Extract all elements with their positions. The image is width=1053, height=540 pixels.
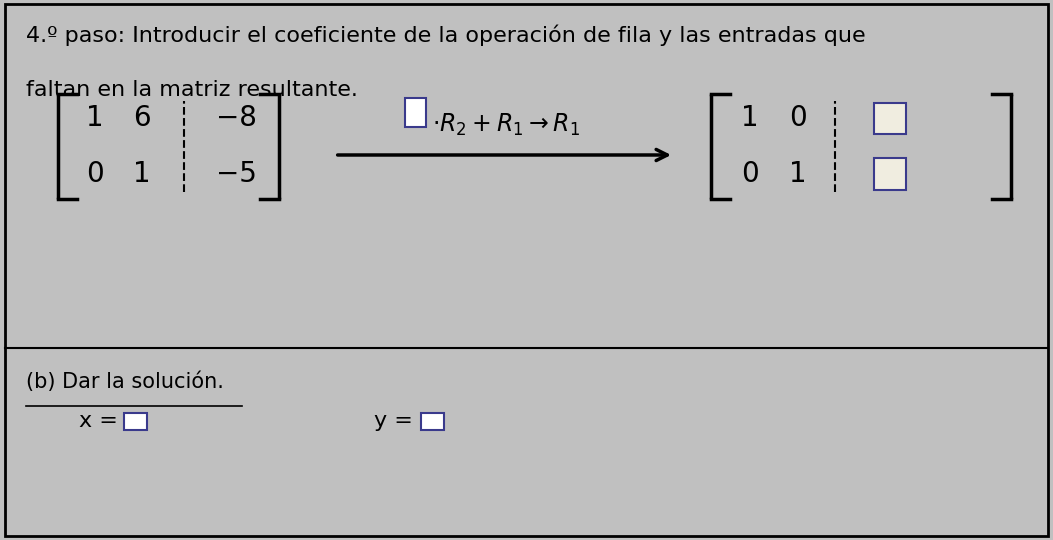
Text: 0: 0 bbox=[741, 160, 758, 188]
Text: $\cdot R_2 + R_1 \rightarrow R_1$: $\cdot R_2 + R_1 \rightarrow R_1$ bbox=[432, 112, 580, 138]
Text: 1: 1 bbox=[790, 160, 807, 188]
Bar bbox=[124, 413, 147, 430]
Text: 0: 0 bbox=[86, 160, 103, 188]
Text: y =: y = bbox=[374, 411, 420, 431]
Text: 4.º paso: Introducir el coeficiente de la operación de fila y las entradas que: 4.º paso: Introducir el coeficiente de l… bbox=[26, 24, 866, 46]
Bar bbox=[405, 98, 426, 127]
Bar bbox=[874, 103, 906, 134]
Text: −8: −8 bbox=[217, 104, 257, 132]
Text: x =: x = bbox=[79, 411, 125, 431]
Text: 1: 1 bbox=[741, 104, 758, 132]
Text: (b) Dar la solución.: (b) Dar la solución. bbox=[26, 372, 224, 392]
Text: 0: 0 bbox=[790, 104, 807, 132]
Text: 6: 6 bbox=[134, 104, 151, 132]
Text: −5: −5 bbox=[217, 160, 257, 188]
Bar bbox=[874, 158, 906, 190]
Bar bbox=[421, 413, 444, 430]
Text: faltan en la matriz resultante.: faltan en la matriz resultante. bbox=[26, 80, 358, 100]
Text: 1: 1 bbox=[134, 160, 151, 188]
Text: 1: 1 bbox=[86, 104, 103, 132]
